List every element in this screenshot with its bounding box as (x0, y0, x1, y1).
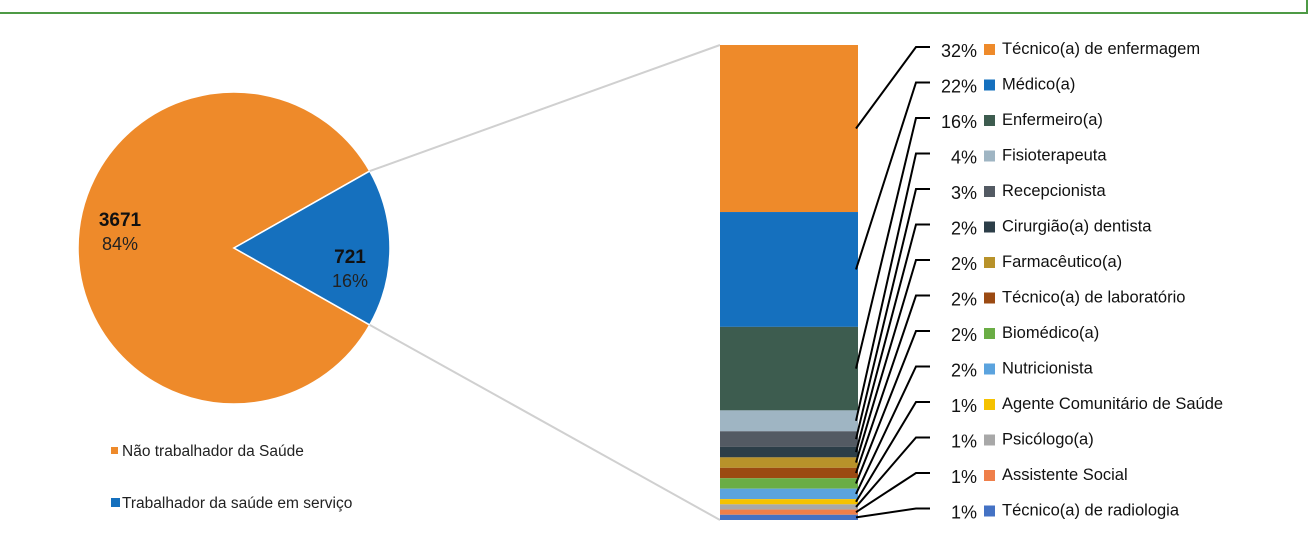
segment-percent-1: 22% (941, 77, 977, 97)
pie-slice-nao-trabalhador (77, 91, 371, 405)
bar-segment-8 (720, 478, 858, 489)
bar-segment-1 (720, 212, 858, 327)
bar-segment-11 (720, 504, 858, 510)
segment-percent-11: 1% (951, 432, 977, 452)
leader-line-12 (855, 472, 930, 514)
connector-line-top (369, 44, 721, 173)
pie-label-percent-trabalhador: 16% (332, 271, 368, 291)
legend-label-trabalhador: Trabalhador da saúde em serviço (122, 495, 352, 512)
segment-label-5: Cirurgião(a) dentista (1002, 218, 1152, 236)
segment-percent-10: 1% (951, 396, 977, 416)
segment-percent-6: 2% (951, 254, 977, 274)
segment-percent-3: 4% (951, 148, 977, 168)
segment-label-2: Enfermeiro(a) (1002, 111, 1103, 129)
leader-line-3 (855, 152, 930, 422)
segment-percent-0: 32% (941, 41, 977, 61)
segment-label-3: Fisioterapeuta (1002, 147, 1107, 165)
pie-slice-trabalhador-saude (232, 170, 391, 326)
segment-label-0: Técnico(a) de enfermagem (1002, 40, 1200, 58)
segment-percent-13: 1% (951, 503, 977, 523)
legend-marker-5 (984, 221, 995, 233)
bar-segment-7 (720, 467, 858, 479)
leader-line-4 (855, 188, 930, 440)
legend-marker-9 (984, 363, 995, 375)
legend-marker-10 (984, 399, 995, 410)
legend-marker-11 (984, 434, 995, 446)
segment-percent-2: 16% (941, 112, 977, 132)
leader-line-8 (855, 330, 930, 484)
pie-label-percent-nao-trabalhador: 84% (102, 234, 138, 254)
segment-label-13: Técnico(a) de radiologia (1002, 502, 1180, 520)
connector-line-bottom (369, 324, 721, 521)
bar-segment-3 (720, 410, 858, 432)
bar-segment-12 (720, 509, 858, 515)
segment-label-10: Agente Comunitário de Saúde (1002, 395, 1223, 413)
legend-marker-trabalhador (111, 498, 120, 507)
leader-line-0 (855, 46, 930, 130)
pie-label-count-trabalhador: 721 (334, 247, 366, 268)
leader-line-2 (855, 117, 930, 369)
segment-label-12: Assistente Social (1002, 466, 1128, 484)
leader-line-7 (855, 294, 930, 474)
bar-segment-5 (720, 446, 858, 458)
bar-segment-9 (720, 488, 858, 500)
leader-line-11 (855, 436, 930, 508)
leader-line-10 (855, 401, 930, 503)
segment-percent-12: 1% (951, 467, 977, 487)
bar-segment-6 (720, 457, 858, 468)
leader-line-5 (855, 223, 930, 453)
segment-percent-7: 2% (951, 290, 977, 310)
legend-marker-8 (984, 328, 995, 339)
segment-label-8: Biomédico(a) (1002, 324, 1099, 342)
segment-label-9: Nutricionista (1002, 360, 1094, 378)
leader-line-13 (855, 507, 930, 519)
bar-segment-10 (720, 499, 858, 505)
leader-line-6 (855, 259, 930, 463)
top-border (0, 0, 1308, 14)
segment-percent-9: 2% (951, 361, 977, 381)
segment-label-4: Recepcionista (1002, 182, 1106, 200)
legend-marker-3 (984, 150, 995, 162)
pie-label-count-nao-trabalhador: 3671 (99, 210, 142, 231)
leader-line-9 (855, 365, 930, 495)
segment-label-7: Técnico(a) de laboratório (1002, 289, 1185, 307)
segment-percent-4: 3% (951, 183, 977, 203)
bar-segment-0 (720, 45, 858, 213)
legend-marker-nao-trabalhador (111, 447, 118, 454)
leader-line-1 (855, 81, 930, 270)
segment-label-11: Psicólogo(a) (1002, 431, 1094, 449)
segment-percent-5: 2% (951, 219, 977, 239)
legend-marker-4 (984, 186, 995, 197)
legend-marker-13 (984, 505, 995, 517)
legend-marker-12 (984, 470, 995, 481)
legend-marker-7 (984, 292, 995, 304)
segment-percent-8: 2% (951, 325, 977, 345)
legend-marker-6 (984, 257, 995, 268)
bar-segment-13 (720, 514, 858, 520)
segment-label-1: Médico(a) (1002, 76, 1075, 94)
legend-marker-1 (984, 79, 995, 91)
legend-marker-0 (984, 44, 995, 55)
legend-label-nao-trabalhador: Não trabalhador da Saúde (122, 443, 304, 460)
bar-segment-4 (720, 431, 858, 447)
legend-marker-2 (984, 115, 995, 126)
segment-label-6: Farmacêutico(a) (1002, 253, 1122, 271)
bar-segment-2 (720, 326, 858, 411)
